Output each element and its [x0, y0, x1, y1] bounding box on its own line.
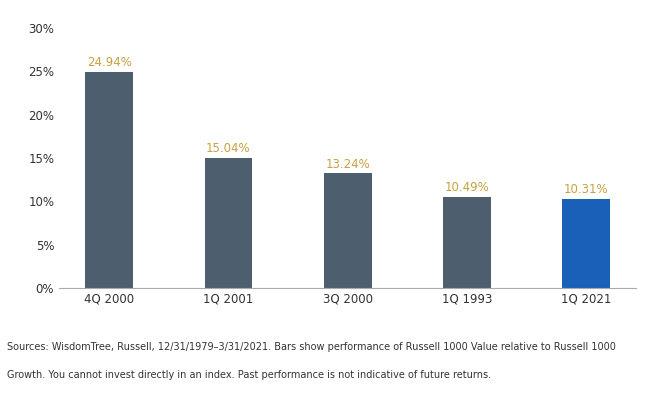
Bar	[562, 199, 610, 288]
Bar	[324, 173, 371, 288]
Text: 15.04%: 15.04%	[206, 142, 251, 155]
Text: 10.49%: 10.49%	[445, 182, 489, 194]
Text: Sources: WisdomTree, Russell, 12/31/1979–3/31/2021. Bars show performance of Rus: Sources: WisdomTree, Russell, 12/31/1979…	[7, 342, 615, 352]
Text: 24.94%: 24.94%	[87, 56, 132, 69]
Bar	[85, 72, 133, 288]
Text: 13.24%: 13.24%	[325, 158, 370, 171]
Bar	[443, 197, 491, 288]
Text: 10.31%: 10.31%	[564, 183, 609, 196]
Text: Growth. You cannot invest directly in an index. Past performance is not indicati: Growth. You cannot invest directly in an…	[7, 370, 491, 380]
Bar	[205, 158, 253, 288]
